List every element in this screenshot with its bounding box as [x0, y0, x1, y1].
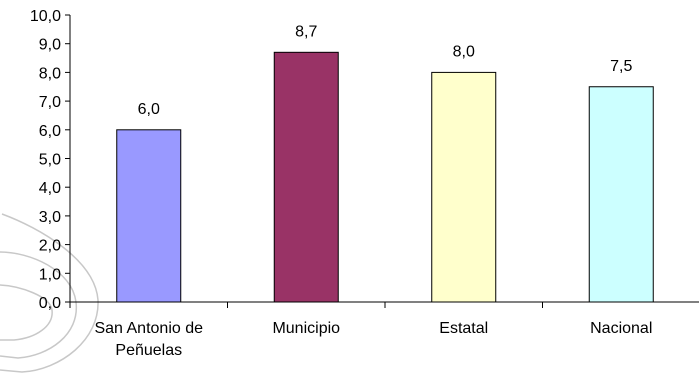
data-label: 6,0 [138, 101, 160, 118]
y-tick-label: 4,0 [39, 180, 61, 197]
y-tick-label: 10,0 [30, 8, 61, 25]
bar [588, 86, 654, 303]
category-label-line: San Antonio de [94, 320, 203, 337]
category-label-line: Municipio [272, 320, 340, 337]
category-label: Estatal [439, 320, 488, 337]
bars-group [116, 51, 654, 303]
category-label: Nacional [590, 320, 652, 337]
y-tick-label: 3,0 [39, 209, 61, 226]
y-tick-label: 8,0 [39, 65, 61, 82]
bar [116, 129, 182, 303]
y-tick-label: 0,0 [39, 295, 61, 312]
category-label: San Antonio de Peñuelas [94, 320, 203, 359]
data-label: 8,0 [453, 43, 475, 60]
bar [431, 71, 497, 303]
category-label-line: Nacional [590, 320, 652, 337]
y-tick-label: 9,0 [39, 37, 61, 54]
y-tick-label: 6,0 [39, 123, 61, 140]
y-tick-label: 1,0 [39, 266, 61, 283]
data-label: 7,5 [610, 58, 632, 75]
y-tick-label: 7,0 [39, 94, 61, 111]
data-label: 8,7 [295, 23, 317, 40]
labels-group: 0,0 1,0 2,0 3,0 4,0 5,0 6,0 7,0 8,0 9,0 10,0 6,0 San… [30, 8, 653, 359]
watermark-arc-outer [0, 213, 99, 373]
category-label-line: Estatal [439, 320, 488, 337]
y-tick-label: 5,0 [39, 152, 61, 169]
category-label-line: Peñuelas [115, 342, 182, 359]
bar [273, 51, 339, 303]
watermark-arc-core [0, 284, 53, 341]
category-label: Municipio [272, 320, 340, 337]
y-tick-label: 2,0 [39, 238, 61, 255]
